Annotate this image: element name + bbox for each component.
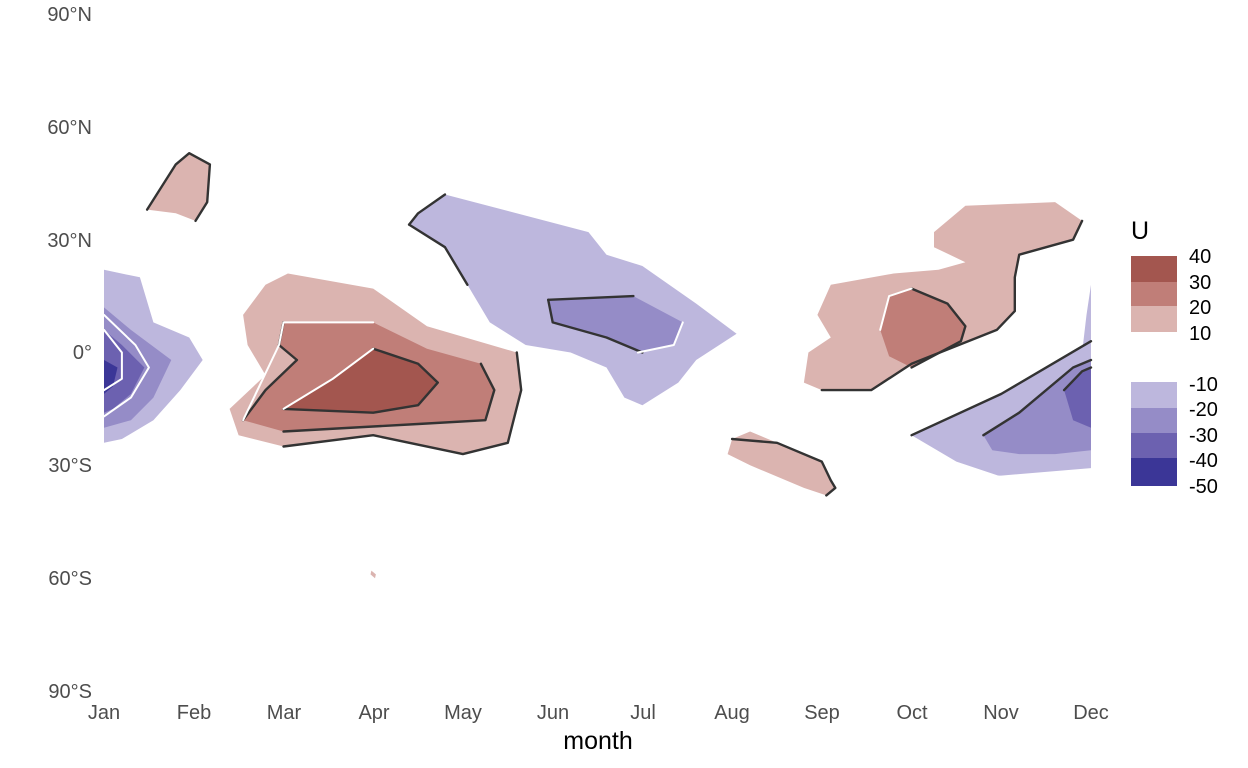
contour-region-southern-ocean-spot	[370, 570, 376, 579]
x-tick-label: Feb	[177, 702, 211, 724]
contour-line-layer	[103, 151, 1093, 497]
contour-line	[910, 287, 967, 369]
legend-title: U	[1131, 217, 1149, 245]
contour-line	[547, 294, 635, 301]
contour-line	[730, 437, 837, 497]
contour-line	[103, 328, 123, 392]
contour-line	[964, 468, 1092, 478]
contour-line	[145, 151, 212, 223]
legend-label: -40	[1189, 450, 1218, 472]
y-tick-label: 30°S	[48, 455, 92, 477]
x-tick-label: Nov	[983, 702, 1019, 724]
legend: U 40 30 20 10 -10 -20 -30 -40 -50	[1131, 217, 1218, 498]
contour-region-oct-nov-westerly	[880, 288, 966, 368]
x-tick-label: Oct	[896, 702, 928, 724]
legend-key-neg30	[1131, 433, 1177, 458]
contour-region-jan-equatorial-easterlies	[104, 360, 118, 394]
legend-key-neg20	[1131, 408, 1177, 433]
contour-region-feb-midlatitude-westerly	[147, 153, 210, 221]
legend-label: -20	[1189, 399, 1218, 421]
x-tick-label: Dec	[1073, 702, 1109, 724]
x-tick-label: Sep	[804, 702, 840, 724]
contour-line	[282, 362, 496, 433]
legend-label: 20	[1189, 297, 1211, 319]
y-tick-label: 0°	[73, 342, 92, 364]
contour-line	[282, 347, 439, 414]
contour-line	[636, 321, 684, 354]
contour-line	[982, 358, 1093, 437]
legend-label: 30	[1189, 272, 1211, 294]
x-tick-label: Aug	[714, 702, 750, 724]
legend-label: 40	[1189, 246, 1211, 268]
x-tick-label: Mar	[267, 702, 302, 724]
contour-region-nov-dec-southern-easterly	[983, 360, 1091, 455]
contour-line	[1062, 366, 1093, 392]
contour-line	[910, 340, 1093, 437]
contour-region-oct-nov-westerly	[803, 202, 1083, 391]
contour-line	[407, 193, 447, 226]
legend-key-neg10	[1131, 382, 1177, 408]
legend-key-neg40	[1131, 458, 1177, 486]
legend-label: 10	[1189, 323, 1211, 345]
x-tick-label: Jul	[630, 702, 656, 724]
y-tick-label: 60°N	[47, 117, 92, 139]
contour-region-jan-equatorial-easterlies	[104, 329, 145, 413]
legend-key-pos20	[1131, 282, 1177, 306]
contour-line	[282, 347, 375, 410]
contour-line	[879, 287, 913, 331]
contour-line	[242, 321, 375, 422]
contour-fill-layer	[104, 153, 1091, 579]
legend-key-pos10	[1131, 306, 1177, 332]
x-axis: Jan Feb Mar Apr May Jun Jul Aug Sep Oct …	[88, 702, 1109, 755]
x-tick-label: Jan	[88, 702, 120, 724]
contour-region-mar-may-equatorial-westerly	[283, 348, 438, 413]
legend-label: -10	[1189, 374, 1218, 396]
x-tick-label: Jun	[537, 702, 569, 724]
contour-line	[282, 351, 523, 456]
contour-line	[820, 219, 1084, 392]
x-axis-title: month	[563, 727, 632, 755]
contour-region-aug-sep-southern-westerly	[727, 431, 836, 496]
legend-label: -30	[1189, 425, 1218, 447]
x-tick-label: Apr	[358, 702, 389, 724]
y-tick-label: 30°N	[47, 230, 92, 252]
y-axis: 90°N 60°N 30°N 0° 30°S 60°S 90°S	[47, 4, 92, 703]
contour-region-nov-dec-southern-easterly	[1064, 367, 1091, 428]
contour-region-jun-jul-equatorial-easterly	[548, 296, 683, 353]
y-tick-label: 90°S	[48, 681, 92, 703]
legend-label: -50	[1189, 476, 1218, 498]
x-tick-label: May	[444, 702, 482, 724]
y-tick-label: 90°N	[47, 4, 92, 26]
legend-key-pos30	[1131, 256, 1177, 282]
contour-line	[547, 298, 644, 354]
contour-line	[407, 223, 469, 286]
contour-line	[103, 313, 150, 418]
y-tick-label: 60°S	[48, 568, 92, 590]
